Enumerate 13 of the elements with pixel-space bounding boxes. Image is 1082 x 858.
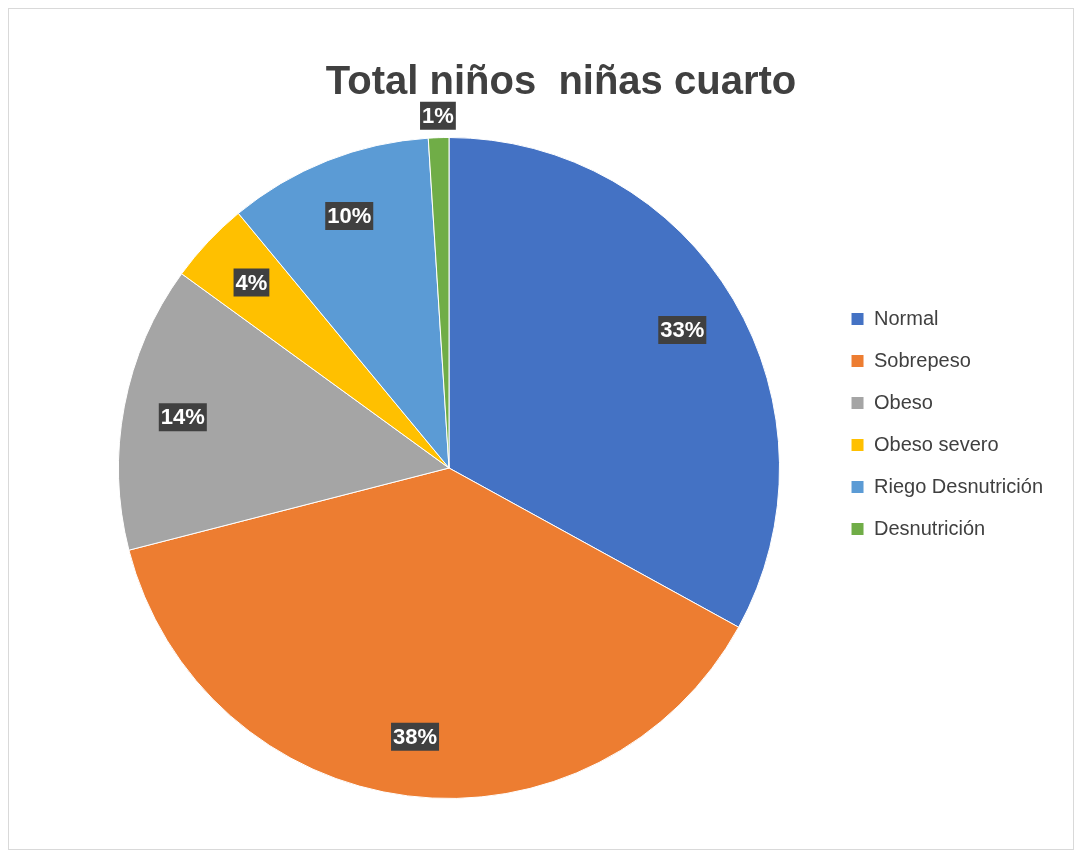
legend-label: Sobrepeso: [874, 348, 971, 371]
data-label: 33%: [660, 317, 705, 343]
data-label: 14%: [160, 404, 205, 430]
legend-label: Desnutrición: [874, 516, 986, 539]
legend-label: Normal: [874, 306, 939, 329]
data-label: 4%: [235, 269, 268, 295]
chart-title: Total niños niñas cuarto: [325, 58, 797, 103]
legend-label: Riego Desnutrición: [874, 474, 1044, 497]
data-label: 38%: [393, 723, 438, 749]
legend-label: Obeso: [874, 390, 933, 413]
legend-label: Obeso severo: [874, 432, 999, 455]
data-label: 1%: [422, 102, 454, 128]
data-label: 10%: [327, 203, 372, 229]
